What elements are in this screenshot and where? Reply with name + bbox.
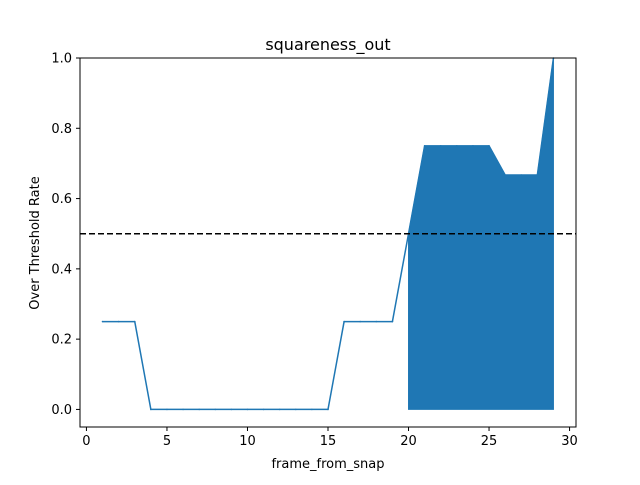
data-point bbox=[359, 320, 362, 323]
data-point bbox=[133, 320, 136, 323]
data-point bbox=[520, 174, 523, 176]
x-tick-label: 30 bbox=[561, 434, 578, 449]
data-point bbox=[536, 174, 539, 176]
x-tick-label: 5 bbox=[163, 434, 171, 449]
data-point bbox=[311, 408, 313, 411]
y-tick-label: 0.0 bbox=[51, 403, 72, 418]
x-axis-label: frame_from_snap bbox=[271, 457, 384, 472]
data-point bbox=[101, 320, 104, 323]
y-axis-label: Over Threshold Rate bbox=[28, 176, 43, 309]
data-point bbox=[391, 320, 394, 323]
data-point bbox=[214, 408, 217, 411]
y-tick-label: 0.4 bbox=[51, 262, 72, 277]
chart-title: squareness_out bbox=[265, 35, 390, 55]
x-tick-label: 25 bbox=[481, 434, 498, 449]
data-point bbox=[278, 408, 281, 411]
data-point bbox=[504, 174, 506, 176]
data-point bbox=[150, 408, 152, 411]
data-point bbox=[423, 145, 426, 147]
data-point bbox=[343, 320, 345, 323]
y-axis-ticks: 0.0 0.2 0.4 0.6 0.8 1.0 bbox=[51, 52, 80, 418]
data-point bbox=[198, 408, 200, 411]
x-tick-label: 15 bbox=[320, 434, 337, 449]
y-tick-label: 0.2 bbox=[51, 333, 72, 348]
data-point bbox=[294, 408, 297, 411]
x-tick-label: 10 bbox=[239, 434, 256, 449]
data-point bbox=[327, 408, 329, 411]
data-point bbox=[246, 408, 249, 411]
data-point bbox=[439, 145, 442, 147]
data-point bbox=[166, 408, 168, 411]
data-point bbox=[262, 408, 265, 411]
x-tick-label: 0 bbox=[82, 434, 90, 449]
data-point bbox=[488, 145, 490, 147]
x-tick-label: 20 bbox=[400, 434, 417, 449]
x-axis-ticks: 0 5 10 15 20 25 30 bbox=[82, 427, 578, 449]
data-point bbox=[472, 145, 474, 147]
y-tick-label: 0.6 bbox=[51, 192, 72, 207]
data-point bbox=[117, 320, 120, 323]
data-point bbox=[230, 408, 233, 411]
y-tick-label: 1.0 bbox=[51, 52, 72, 67]
y-tick-label: 0.8 bbox=[51, 122, 72, 137]
data-point bbox=[456, 145, 458, 147]
data-point bbox=[375, 320, 378, 323]
data-point bbox=[182, 408, 184, 411]
